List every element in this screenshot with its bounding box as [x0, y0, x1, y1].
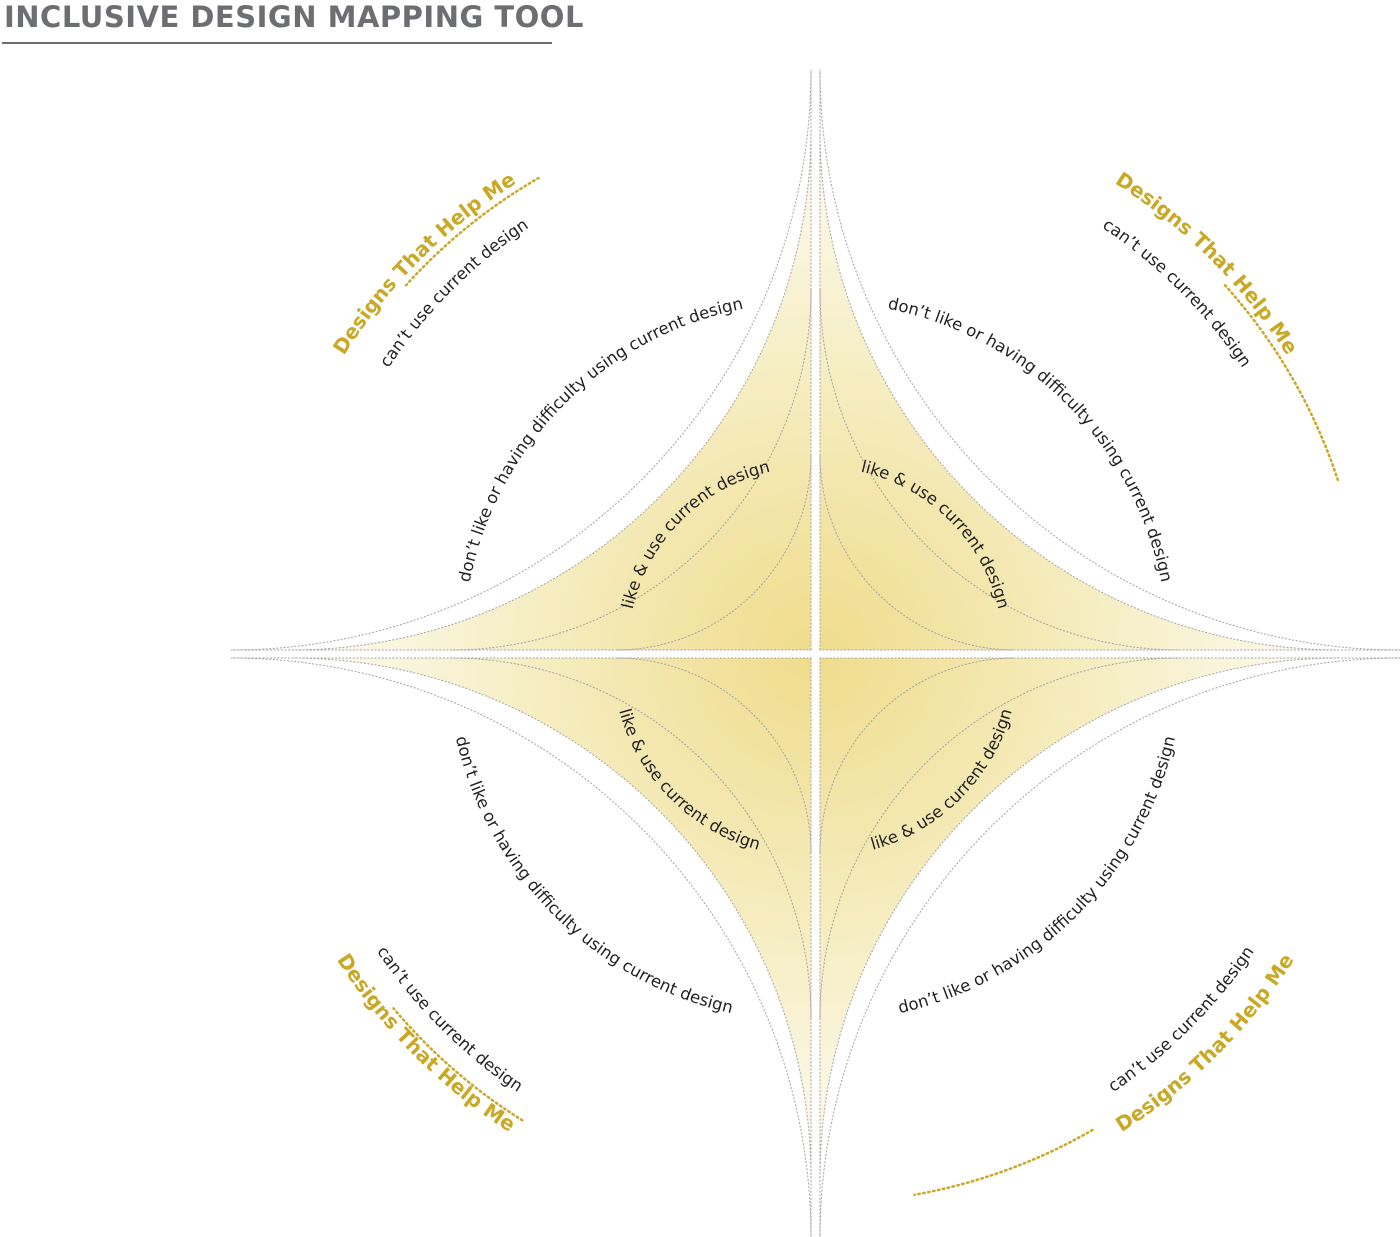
ring-middle-edge — [450, 657, 812, 1019]
quadrant-bottom-right — [819, 657, 1400, 1237]
quadrant-top-right — [819, 69, 1400, 651]
quadrant-layer — [230, 69, 1400, 1237]
accent-dotted-leader — [913, 1128, 1094, 1196]
quadrant-fill — [820, 658, 1340, 1178]
accent-dotted-leader — [404, 176, 540, 287]
designs-that-help-label: Designs That Help Me — [328, 167, 519, 358]
page-title: INCLUSIVE DESIGN MAPPING TOOL — [4, 0, 584, 34]
ring-inner-edge — [615, 657, 812, 854]
ring-inner-edge — [615, 454, 812, 651]
accent-dotted-leader — [392, 1007, 524, 1122]
designs-that-help-label: Designs That Help Me — [332, 949, 519, 1136]
ring-inner-edge — [819, 454, 1016, 651]
ring-inner-edge — [819, 657, 1016, 854]
quadrant-fill — [820, 130, 1340, 650]
quadrant-outline — [230, 69, 812, 651]
quadrant-top-left — [230, 69, 812, 651]
ring-outer-edge — [290, 657, 812, 1179]
ring-middle-edge — [819, 289, 1181, 651]
quadrant-fill — [291, 658, 811, 1178]
title-underline — [2, 42, 552, 44]
quadrant-outline — [819, 69, 1400, 651]
ring-outer-edge — [290, 129, 812, 651]
ring-middle-edge — [819, 657, 1181, 1019]
ring-middle-edge — [450, 289, 812, 651]
accent-dotted-leader — [1223, 284, 1340, 483]
designs-that-help-label: Designs That Help Me — [1112, 167, 1303, 358]
designs-that-help-label: Designs That Help Me — [1111, 949, 1298, 1136]
quadrant-outline — [230, 657, 812, 1237]
quadrant-bottom-left — [230, 657, 812, 1237]
quadrant-outline — [819, 657, 1400, 1237]
ring-outer-edge — [819, 129, 1341, 651]
ring-outer-edge — [819, 657, 1341, 1179]
quadrant-fill — [291, 130, 811, 650]
